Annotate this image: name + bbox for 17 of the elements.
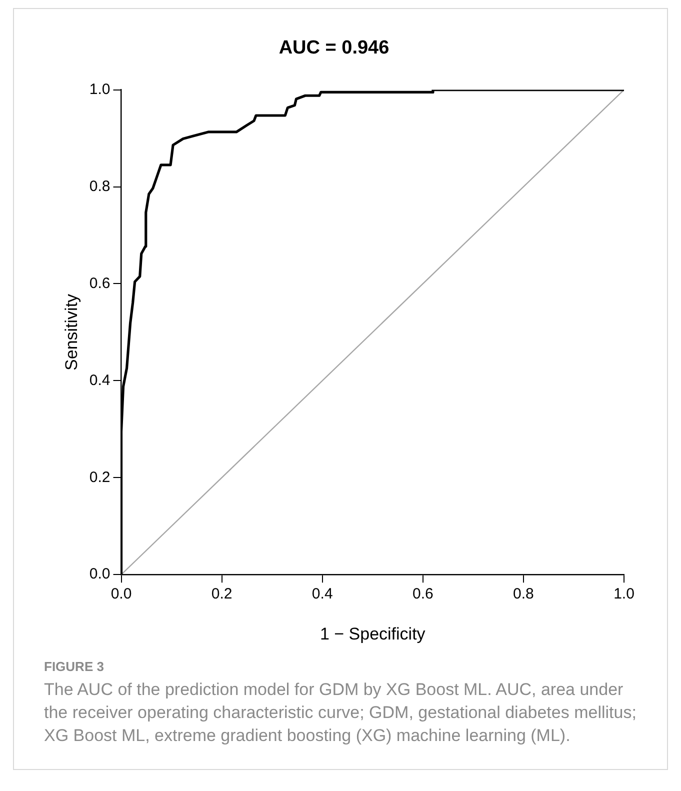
y-tick-label: 1.0 bbox=[89, 80, 110, 98]
y-tick-label: 0.8 bbox=[89, 178, 110, 195]
y-axis-title: Sensitivity bbox=[62, 293, 81, 370]
x-tick-label: 0.6 bbox=[412, 586, 434, 603]
y-tick-label: 0.2 bbox=[89, 468, 110, 486]
x-tick-label: 1.0 bbox=[614, 586, 634, 603]
caption: FIGURE 3 bbox=[44, 659, 105, 674]
y-tick-label: 0.6 bbox=[89, 274, 110, 292]
chart-title: AUC = 0.946 bbox=[278, 38, 390, 59]
x-axis-title: 1 − Specificity bbox=[320, 624, 426, 644]
text: The AUC of the prediction model for GDM by XG Boost ML. AUC, area under the receiver operating characteristic curve; GDM, gestational diabetes mellitus; XG Boost ML, extreme gradient boosting (XG) machine learning (ML). bbox=[44, 679, 638, 747]
y-tick-label: 0.0 bbox=[89, 566, 110, 583]
x-tick-label: 0.2 bbox=[211, 586, 232, 603]
x-tick-label: 0.4 bbox=[312, 586, 333, 603]
y-tick-label: 0.4 bbox=[89, 372, 110, 389]
x-tick-label: 0.8 bbox=[513, 586, 534, 603]
x-tick-label: 0.0 bbox=[110, 586, 132, 603]
